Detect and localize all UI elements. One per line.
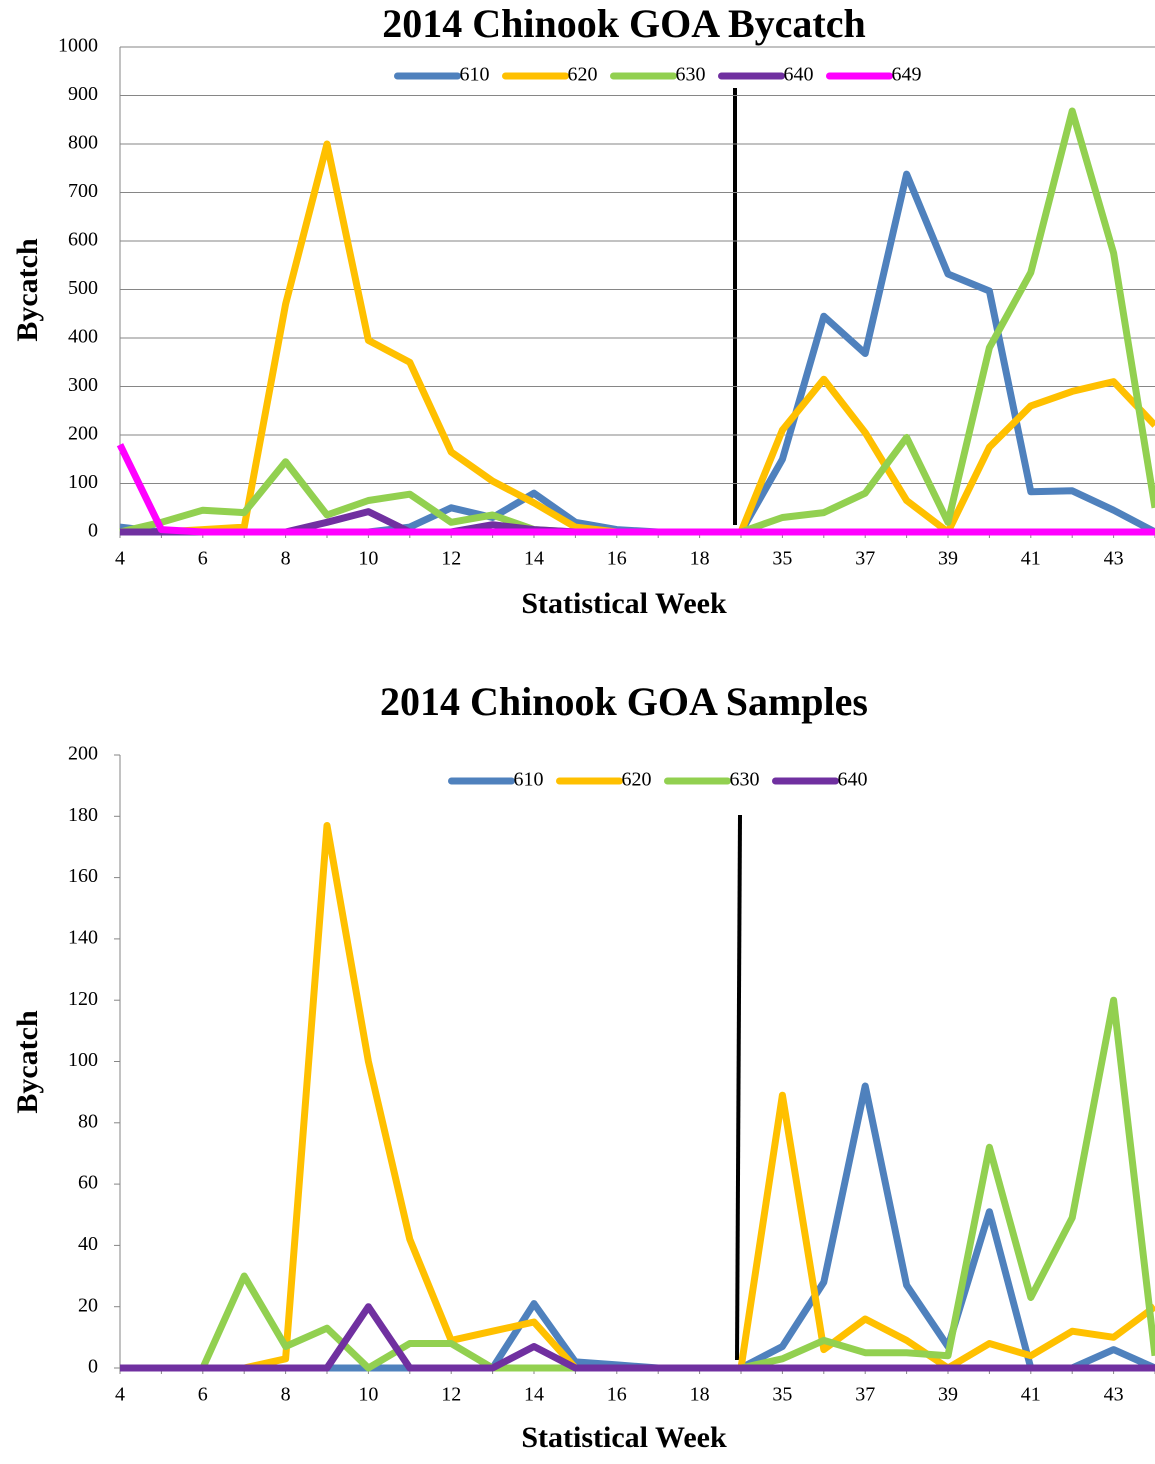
y-tick-label: 160: [68, 865, 98, 887]
x-tick-label: 14: [524, 548, 544, 570]
y-tick-label: 180: [68, 804, 98, 826]
y-tick-label: 100: [68, 471, 98, 493]
series-line: [119, 107, 1155, 536]
x-tick-label: 14: [524, 1384, 544, 1406]
y-tick-label: 900: [68, 83, 98, 105]
legend-label: 640: [838, 769, 868, 791]
y-axis-title: Bycatch: [11, 238, 44, 342]
y-tick-label: 40: [78, 1233, 98, 1255]
series-line: [120, 996, 1155, 1372]
legend-label: 620: [568, 64, 598, 86]
series-line: [120, 822, 1155, 1372]
x-axis-title: Statistical Week: [521, 1421, 727, 1454]
y-tick-label: 1000: [58, 35, 98, 57]
x-tick-label: 39: [938, 1384, 958, 1406]
y-tick-label: 600: [68, 229, 98, 251]
y-tick-label: 200: [68, 423, 98, 445]
y-tick-label: 0: [88, 520, 98, 542]
x-tick-label: 37: [855, 548, 875, 570]
legend-label: 610: [514, 769, 544, 791]
x-axis-title: Statistical Week: [521, 587, 727, 620]
x-tick-label: 12: [441, 548, 461, 570]
y-axis-title: Bycatch: [11, 1010, 44, 1114]
x-tick-label: 18: [690, 1384, 710, 1406]
x-tick-label: 37: [855, 1384, 875, 1406]
y-tick-label: 200: [68, 743, 98, 765]
x-tick-label: 41: [1021, 1384, 1041, 1406]
x-tick-label: 18: [690, 548, 710, 570]
x-tick-label: 39: [938, 548, 958, 570]
x-tick-label: 43: [1104, 548, 1124, 570]
y-tick-label: 700: [68, 180, 98, 202]
x-tick-label: 8: [281, 548, 291, 570]
x-tick-label: 10: [358, 1384, 378, 1406]
x-tick-label: 8: [281, 1384, 291, 1406]
legend-label: 649: [892, 64, 922, 86]
y-tick-label: 0: [88, 1356, 98, 1378]
x-tick-label: 4: [115, 1384, 125, 1406]
x-tick-label: 35: [772, 548, 792, 570]
legend-label: 610: [460, 64, 490, 86]
y-tick-label: 800: [68, 132, 98, 154]
x-tick-label: 43: [1104, 1384, 1124, 1406]
legend-label: 630: [730, 769, 760, 791]
x-tick-label: 10: [358, 548, 378, 570]
y-tick-label: 100: [68, 1049, 98, 1071]
series-line: [120, 1303, 1155, 1372]
y-tick-label: 500: [68, 277, 98, 299]
y-tick-label: 80: [78, 1110, 98, 1132]
divider-line: [735, 814, 742, 1361]
x-tick-label: 35: [772, 1384, 792, 1406]
legend-label: 620: [622, 769, 652, 791]
y-tick-label: 60: [78, 1172, 98, 1194]
x-tick-label: 16: [607, 1384, 627, 1406]
y-tick-label: 400: [68, 326, 98, 348]
x-tick-label: 16: [607, 548, 627, 570]
y-tick-label: 140: [68, 926, 98, 948]
chart-title: 2014 Chinook GOA Bycatch: [382, 1, 865, 46]
x-tick-label: 41: [1021, 548, 1041, 570]
y-tick-label: 300: [68, 374, 98, 396]
x-tick-label: 12: [441, 1384, 461, 1406]
chart-title: 2014 Chinook GOA Samples: [380, 679, 868, 724]
series-line: [116, 443, 1155, 536]
legend-label: 640: [784, 64, 814, 86]
x-tick-label: 6: [198, 548, 208, 570]
legend-label: 630: [676, 64, 706, 86]
x-tick-label: 6: [198, 1384, 208, 1406]
y-tick-label: 20: [78, 1294, 98, 1316]
x-tick-label: 4: [115, 548, 125, 570]
y-tick-label: 120: [68, 988, 98, 1010]
